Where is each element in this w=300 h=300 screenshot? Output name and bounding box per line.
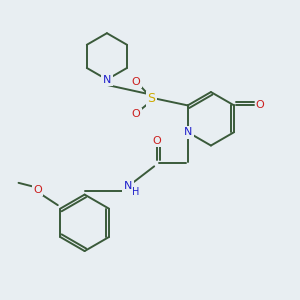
Text: O: O [132, 76, 140, 87]
Text: N: N [124, 181, 133, 191]
Text: S: S [148, 92, 155, 105]
Text: O: O [132, 109, 140, 119]
Text: N: N [184, 127, 192, 137]
Text: O: O [34, 185, 42, 195]
Text: N: N [103, 75, 111, 85]
Text: O: O [256, 100, 265, 110]
Text: H: H [132, 187, 140, 197]
Text: O: O [152, 136, 161, 146]
